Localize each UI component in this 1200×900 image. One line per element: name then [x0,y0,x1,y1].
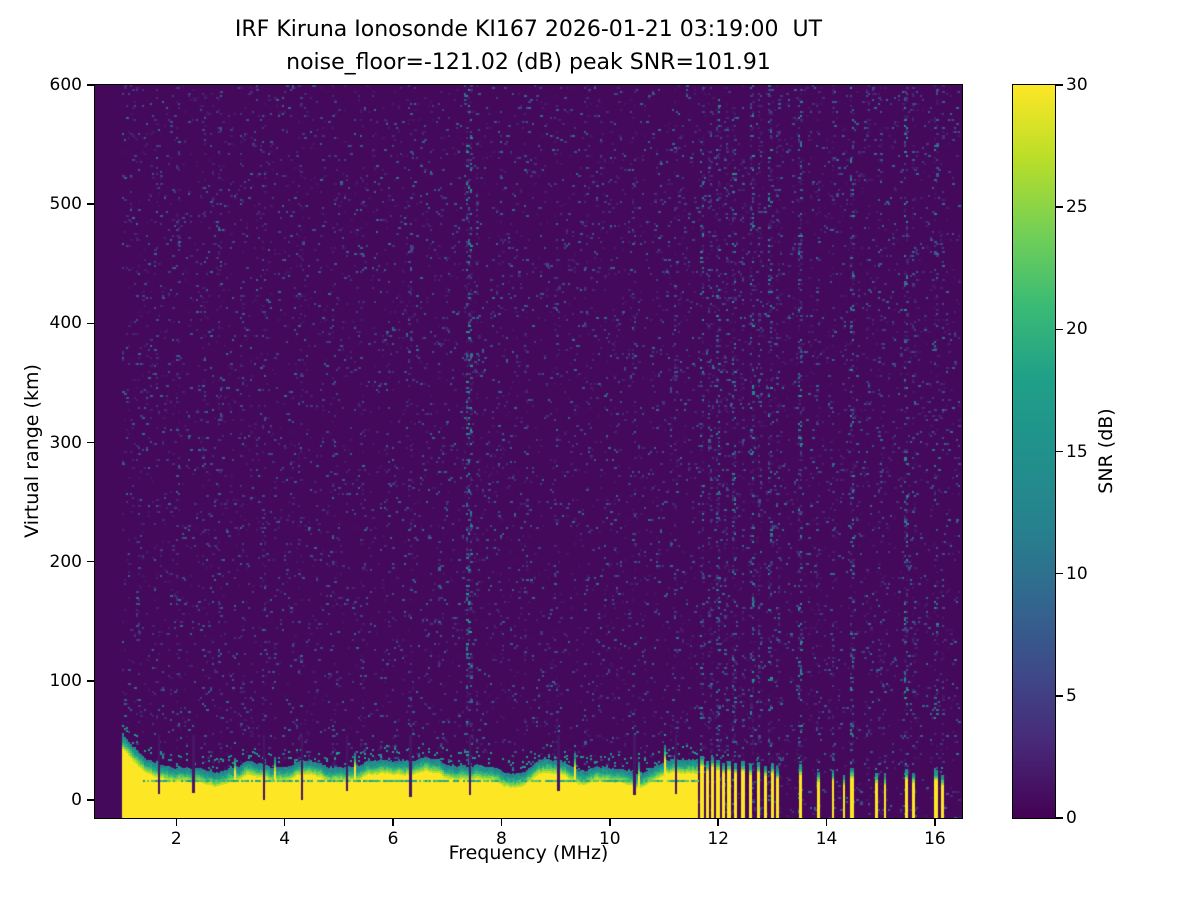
y-tick-label: 200 [49,551,82,572]
x-tick-mark [392,819,394,826]
x-tick-mark [175,819,178,826]
x-tick-mark [934,819,936,826]
y-tick-mark [87,203,94,205]
colorbar-tick-mark [1056,817,1063,819]
x-axis-label: Frequency (MHz) [448,842,609,864]
colorbar-tick-label: 30 [1066,75,1088,95]
chart-title: IRF Kiruna Ionosonde KI167 2026-01-21 03… [234,17,823,42]
colorbar-tick-mark [1056,695,1063,697]
colorbar-tick-label: 20 [1066,319,1088,340]
y-tick-mark [87,680,94,682]
x-tick-mark [283,819,286,826]
colorbar-tick-label: 25 [1066,197,1088,218]
colorbar-label: SNR (dB) [1095,408,1117,494]
colorbar-tick-label: 0 [1066,808,1077,828]
y-tick-label: 100 [49,670,82,691]
x-tick-mark [717,819,719,826]
colorbar-gradient [1013,85,1055,818]
colorbar-tick-mark [1056,328,1063,331]
y-tick-label: 0 [71,790,82,811]
y-axis-label: Virtual range (km) [21,364,43,538]
y-tick-mark [87,322,94,325]
colorbar-tick-label: 15 [1066,441,1088,462]
y-tick-mark [87,799,94,801]
chart-subtitle: noise_floor=-121.02 (dB) peak SNR=101.91 [286,50,771,75]
y-tick-mark [87,560,94,563]
y-tick-label: 400 [49,313,82,334]
x-tick-mark [500,819,503,826]
y-tick-label: 600 [49,75,82,95]
x-tick-mark [609,819,611,826]
y-tick-mark [87,441,94,444]
y-tick-label: 500 [49,194,82,215]
colorbar-tick-mark [1056,572,1063,575]
colorbar-tick-mark [1056,206,1063,208]
colorbar-tick-label: 5 [1066,685,1077,706]
colorbar-tick-label: 10 [1066,563,1088,584]
colorbar-tick-mark [1056,450,1063,453]
x-tick-mark [825,819,828,826]
y-tick-mark [87,84,94,86]
ionogram-heatmap [95,85,962,818]
colorbar-tick-mark [1056,84,1063,86]
